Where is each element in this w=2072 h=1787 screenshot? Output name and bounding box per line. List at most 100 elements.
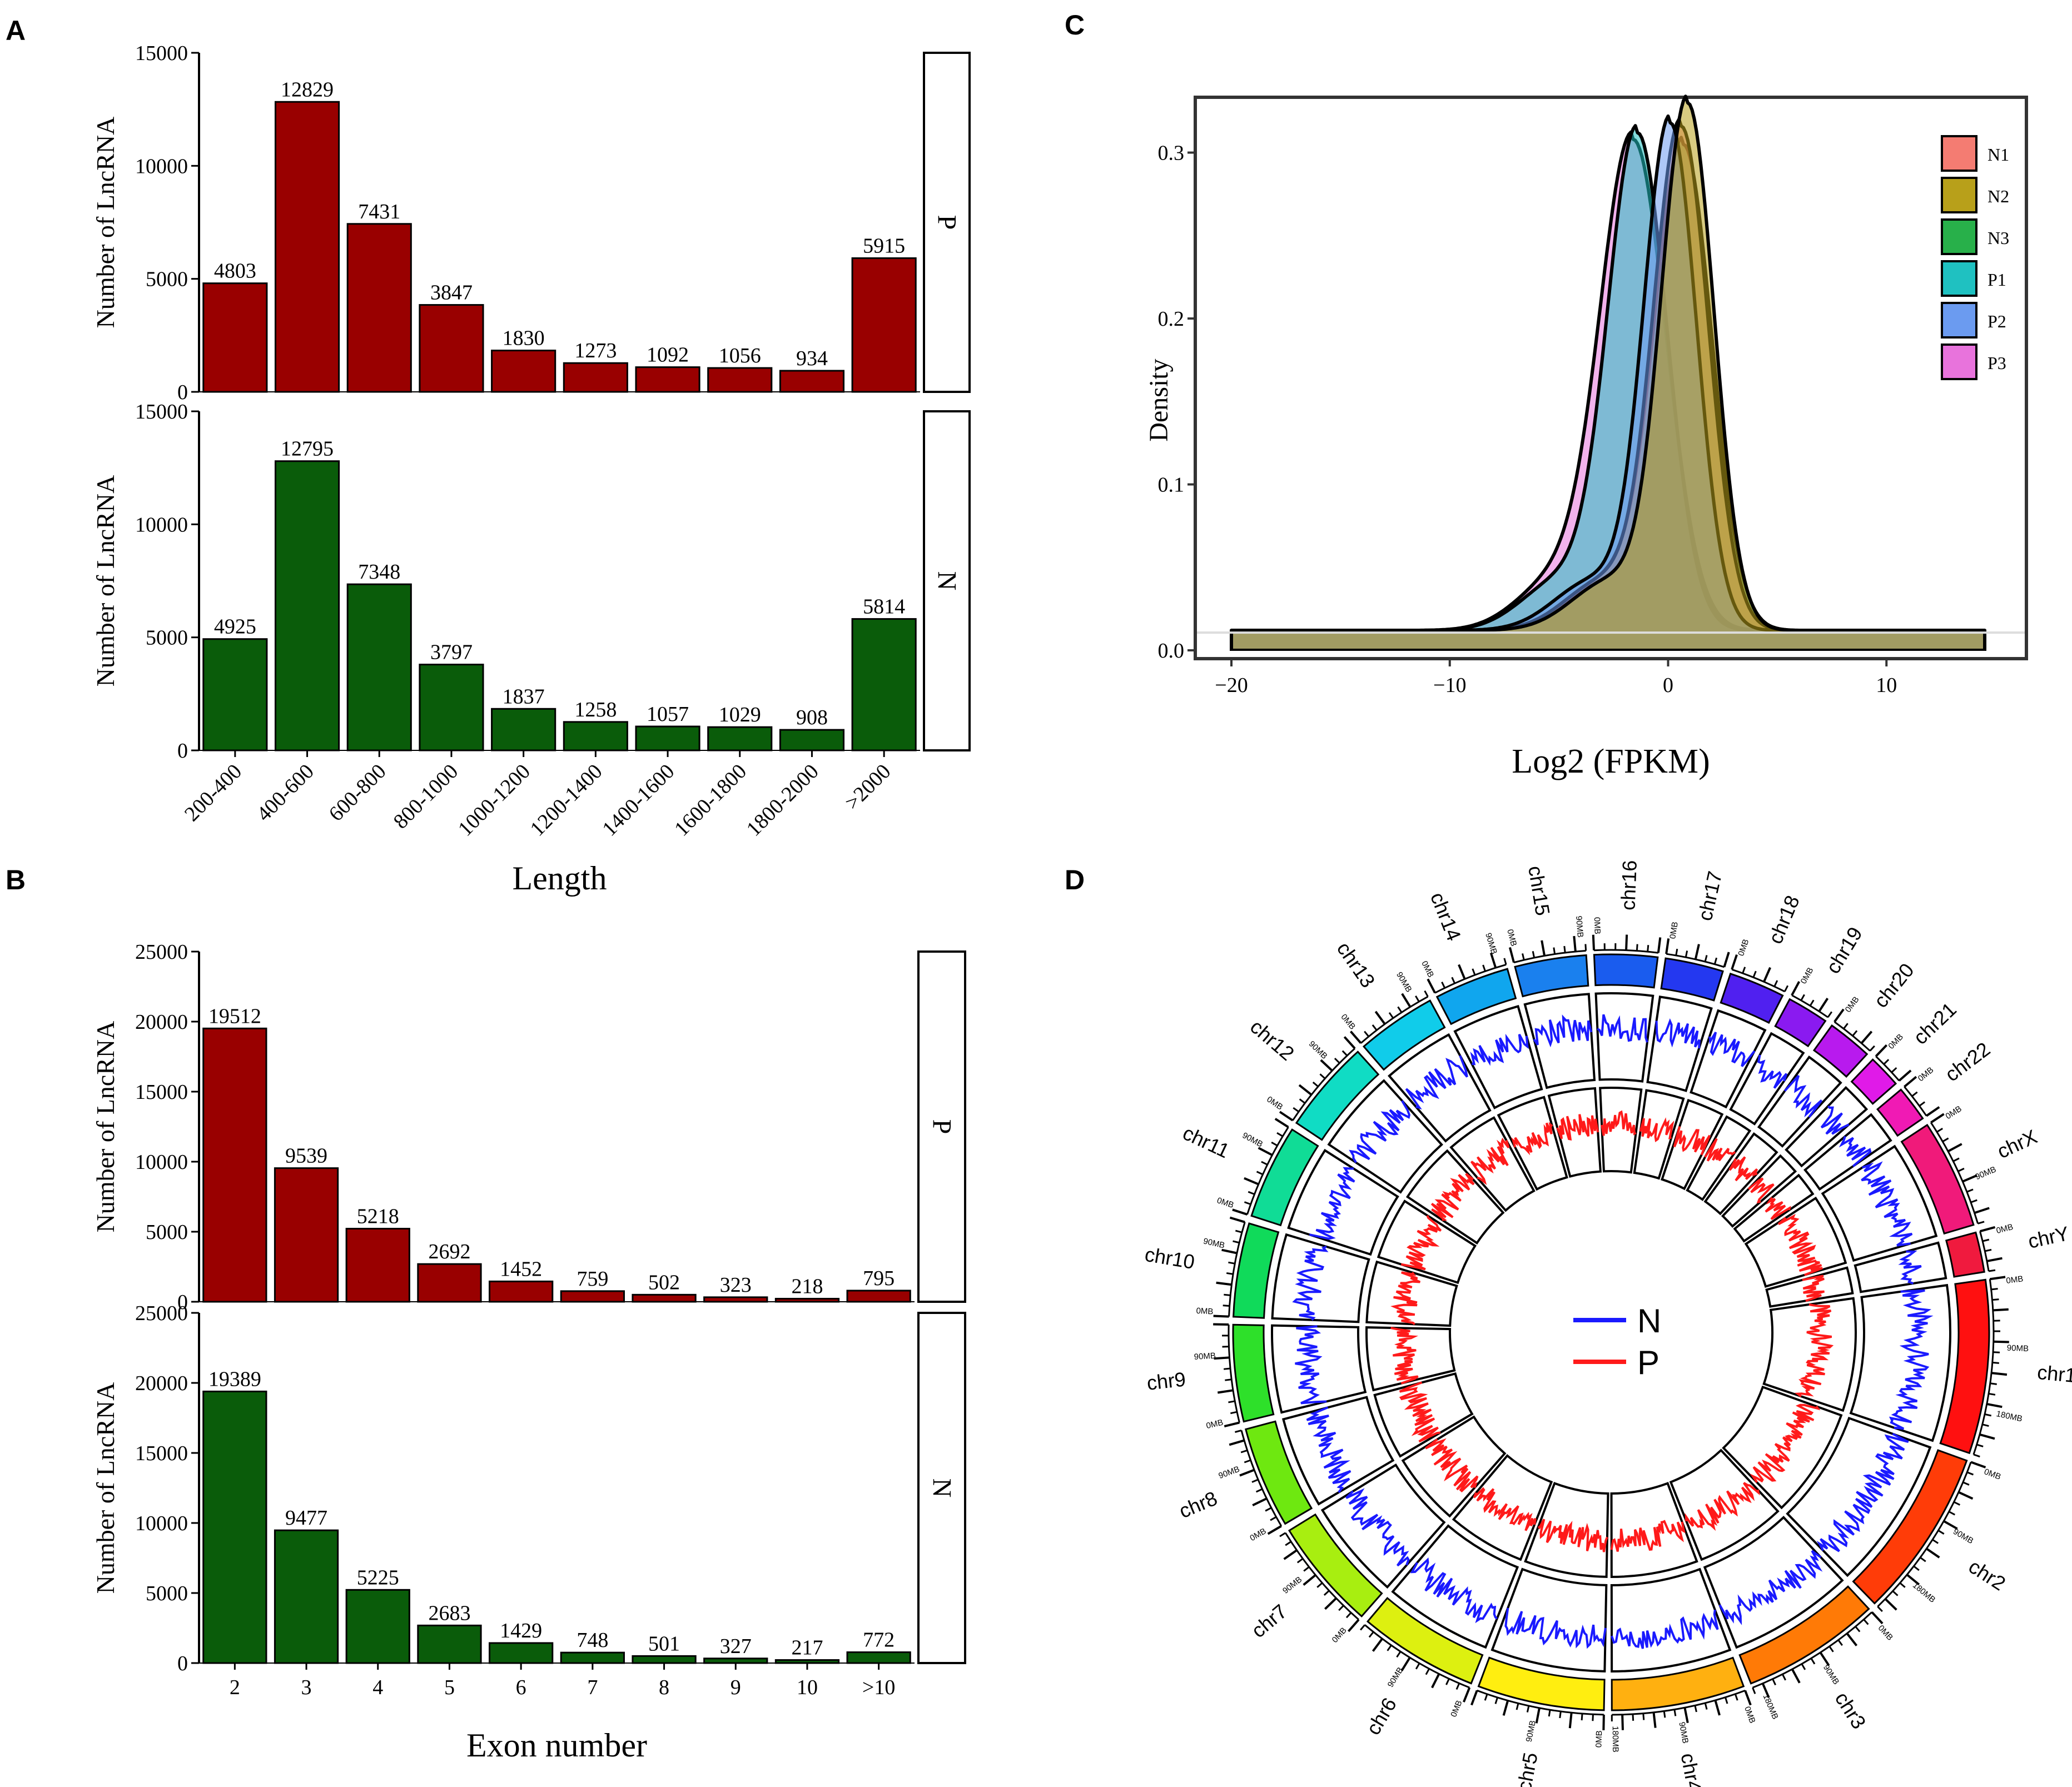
bar [851, 618, 917, 751]
scale-tick [1773, 980, 1778, 987]
scale-tick [1970, 1461, 1986, 1469]
chromosome-label: chr3 [1831, 1688, 1871, 1733]
bar-value-label: 1056 [719, 344, 761, 367]
scale-tick [1216, 1281, 1232, 1286]
scale-tick [1966, 1188, 1974, 1193]
chromosome-band [1876, 1088, 1924, 1137]
chromosome-band [1233, 1222, 1280, 1319]
scale-tick [1338, 1605, 1344, 1611]
scale-tick [1228, 1400, 1235, 1403]
scale-tick [1484, 1694, 1488, 1701]
scale-tick [1319, 1073, 1326, 1079]
x-tick-label: >10 [862, 1676, 895, 1699]
scale-arc [1612, 1689, 1746, 1716]
scale-label: 0MB [1983, 1467, 2003, 1482]
scale-tick [1463, 1687, 1471, 1703]
scale-label: 0MB [1449, 1699, 1464, 1719]
chromosome-label: chr8 [1176, 1487, 1220, 1523]
scale-tick [1947, 1143, 1962, 1153]
scale-label: 0MB [1668, 921, 1680, 939]
scale-tick [1801, 1663, 1806, 1670]
bar [703, 1657, 768, 1664]
scale-tick [1568, 1713, 1573, 1729]
panel-label-c: C [1065, 9, 1085, 41]
bar-value-label: 19389 [208, 1367, 261, 1391]
bar-value-label: 1092 [647, 344, 689, 367]
bar [202, 638, 268, 751]
scale-tick [1819, 1651, 1830, 1666]
scale-tick [1303, 1566, 1310, 1572]
scale-label: 90MB [1194, 1351, 1216, 1362]
scale-tick [1725, 1697, 1728, 1704]
scale-arc [1979, 1231, 1990, 1272]
y-tick-label: 25000 [135, 940, 188, 964]
scale-tick [1261, 1161, 1268, 1166]
y-tick-label: 0.0 [1158, 639, 1185, 663]
scale-tick [1244, 1177, 1259, 1186]
scale-tick [1704, 955, 1708, 962]
scale-tick [1312, 1081, 1319, 1087]
scale-arc [1477, 1689, 1604, 1716]
bar [202, 1027, 267, 1303]
scale-tick [1451, 977, 1455, 984]
scale-arc [1930, 1122, 1979, 1224]
scale-tick [1324, 1597, 1337, 1610]
scale-tick [1871, 1611, 1884, 1625]
scale-tick [1990, 1382, 1997, 1385]
scale-tick [1942, 1137, 1949, 1143]
scale-tick [1526, 1705, 1530, 1713]
scale-tick [1791, 1669, 1801, 1684]
scale-tick [1221, 1248, 1238, 1255]
chromosome-band [1366, 1597, 1484, 1685]
bar [846, 1290, 911, 1303]
scale-tick [1986, 1257, 2003, 1262]
scale-tick [1573, 935, 1577, 952]
scale-tick [1943, 1520, 1958, 1530]
scale-tick [1899, 1582, 1906, 1588]
scale-tick [1980, 1226, 1996, 1233]
scale-tick [1694, 944, 1700, 960]
x-tick-label: 3 [301, 1676, 312, 1699]
scale-tick [1763, 967, 1771, 983]
x-tick-label: 1600-1800 [670, 760, 751, 841]
bar-value-label: 748 [577, 1629, 608, 1652]
y-tick-label: 0 [177, 1652, 188, 1675]
y-tick-label: 15000 [135, 400, 188, 424]
scale-tick [1279, 1532, 1286, 1537]
x-tick-label: 600-800 [324, 760, 390, 826]
scale-tick [1976, 1443, 1984, 1447]
scale-tick [1226, 1272, 1234, 1275]
scale-tick [1827, 1011, 1832, 1018]
scale-tick [1920, 1556, 1926, 1562]
scale-tick [1213, 1323, 1229, 1326]
facet-label: N [927, 1479, 957, 1498]
legend-label: N2 [1987, 186, 2009, 206]
scale-label: 90MB [1307, 1039, 1329, 1061]
scale-tick [1781, 1674, 1786, 1681]
legend-label: N1 [1987, 145, 2009, 165]
scale-tick [1563, 945, 1566, 953]
chromosome-band [1593, 953, 1659, 989]
scale-tick [1953, 1501, 1961, 1506]
bar-value-label: 1029 [719, 703, 761, 726]
chromosome-label: chr18 [1763, 892, 1804, 947]
chromosome-band [1435, 968, 1517, 1026]
chromosome-band [1850, 1058, 1897, 1105]
scale-tick [1952, 1157, 1960, 1162]
legend-swatch [1941, 260, 1977, 297]
bar-value-label: 3847 [430, 281, 473, 305]
chromosome-label: chr15 [1524, 864, 1554, 917]
scale-tick [1982, 1423, 1989, 1427]
scale-label: 0MB [1916, 1066, 1936, 1084]
scale-tick [1642, 1713, 1645, 1720]
chromosome-label: chr21 [1909, 998, 1961, 1049]
y-tick-label: 10000 [135, 155, 188, 178]
scale-tick [1374, 1011, 1386, 1025]
scale-tick [1445, 1678, 1450, 1685]
scale-tick [1860, 1031, 1873, 1044]
scale-label: 90MB [1394, 970, 1414, 994]
scale-tick [1625, 934, 1628, 950]
bar [851, 257, 917, 393]
bar [846, 1651, 911, 1664]
chromosome-label: chr13 [1333, 938, 1380, 992]
